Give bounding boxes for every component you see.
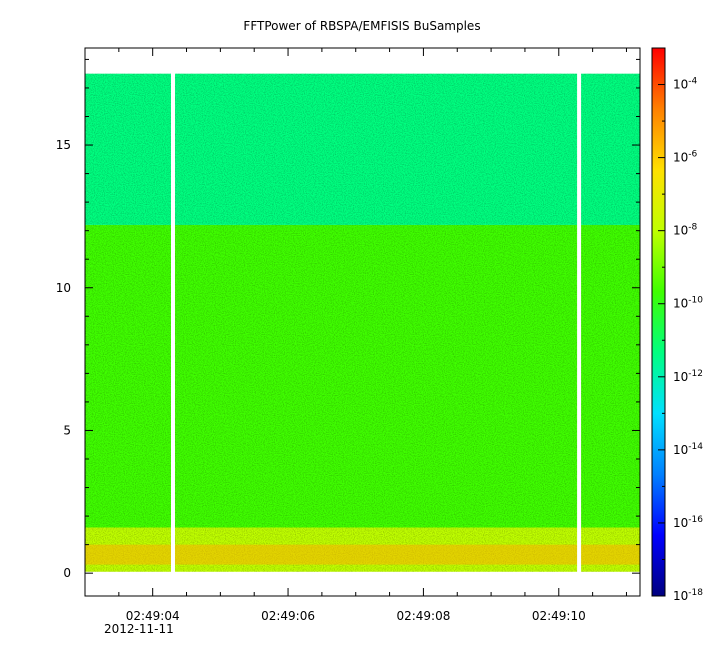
colorbar-label: 10-4 — [673, 77, 698, 92]
colorbar-label-base: 10 — [673, 370, 688, 384]
plot-border — [84, 47, 641, 597]
y-axis: 0 5 10 15 — [56, 58, 640, 580]
spectrogram-band-peak — [85, 544, 640, 565]
colorbar-label-exponent: -4 — [688, 77, 697, 87]
x-tick-label: 02:49:10 — [532, 609, 586, 623]
colorbar-label-base: 10 — [673, 78, 688, 92]
colorbar-label-base: 10 — [673, 516, 688, 530]
x-tick-label: 02:49:08 — [396, 609, 450, 623]
colorbar-label: 10-10 — [673, 296, 703, 311]
colorbar-label: 10-18 — [673, 588, 703, 603]
y-tick-label: 15 — [56, 138, 71, 152]
colorbar-label: 10-14 — [673, 442, 703, 457]
y-tick-label: 10 — [56, 281, 71, 295]
colorbar-label-exponent: -6 — [688, 150, 697, 160]
colorbar-label-exponent: -8 — [688, 223, 697, 233]
colorbar-label-base: 10 — [673, 224, 688, 238]
colorbar-gradient — [651, 47, 666, 597]
colorbar-label-exponent: -16 — [688, 515, 703, 525]
colorbar-label: 10-8 — [673, 223, 698, 238]
colorbar-label-base: 10 — [673, 297, 688, 311]
colorbar-label: 10-12 — [673, 369, 703, 384]
colorbar-label-base: 10 — [673, 151, 688, 165]
colorbar-label-base: 10 — [673, 589, 688, 603]
spectrogram-texture — [85, 73, 640, 572]
y-tick-label: 5 — [63, 423, 71, 437]
colorbar-label-base: 10 — [673, 443, 688, 457]
data-gap — [170, 72, 175, 573]
colorbar-label: 10-6 — [673, 150, 698, 165]
colorbar-label: 10-16 — [673, 515, 703, 530]
colorbar-label-exponent: -10 — [688, 296, 703, 306]
x-axis: 02:49:04 02:49:06 02:49:08 02:49:10 — [84, 48, 627, 623]
colorbar-label-exponent: -12 — [688, 369, 703, 379]
data-gaps — [170, 72, 582, 573]
y-tick-label: 0 — [63, 566, 71, 580]
spectrogram-bands — [85, 73, 640, 572]
colorbar-label-exponent: -14 — [688, 442, 703, 452]
colorbar-label-exponent: -18 — [688, 588, 703, 598]
x-tick-label: 02:49:04 — [126, 609, 180, 623]
plot-frame — [84, 47, 641, 597]
x-tick-label: 02:49:06 — [261, 609, 315, 623]
x-axis-date-label: 2012-11-11 — [104, 622, 174, 636]
chart-title: FFTPower of RBSPA/EMFISIS BuSamples — [243, 19, 480, 33]
data-gap — [577, 72, 582, 573]
